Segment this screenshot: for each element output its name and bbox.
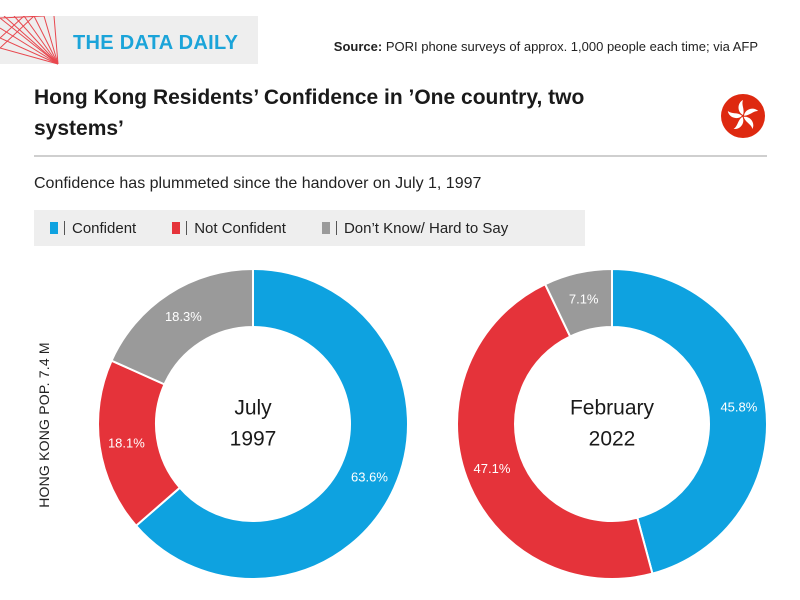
legend-swatch-not-confident (172, 222, 181, 234)
legend-label-dont-know: Don’t Know/ Hard to Say (343, 219, 509, 237)
legend-separator (335, 221, 337, 235)
page-title: Hong Kong Residents’ Confidence in ’One … (34, 86, 585, 140)
brand-name: THE DATA DAILY (73, 32, 239, 54)
donut-0-center-label: 1997 (230, 428, 277, 451)
source-text: PORI phone surveys of approx. 1,000 peop… (385, 39, 758, 54)
legend: Confident Not Confident Don’t Know/ Hard… (34, 210, 585, 246)
donut-1-center-label: 2022 (589, 428, 636, 451)
donut-0-label-not-confident: 18.1% (108, 435, 145, 450)
donut-1-label-not-confident: 47.1% (474, 461, 511, 476)
donut-1-label-dont-know: 7.1% (569, 292, 599, 307)
legend-item-confident: Confident (50, 220, 136, 237)
donut-0-center-label: July (234, 397, 272, 420)
source-note: Source: PORI phone surveys of approx. 1,… (334, 39, 758, 54)
donut-1-slice-not-confident (456, 282, 654, 580)
donut-1-center-label: February (570, 397, 655, 420)
legend-separator (64, 221, 65, 235)
legend-label-confident: Confident (72, 219, 137, 237)
legend-separator (186, 221, 188, 235)
legend-label-not-confident: Not Confident (194, 219, 286, 237)
legend-swatch-confident (50, 222, 58, 234)
donut-1-slice-confident (611, 267, 768, 575)
brand-logo-icon (0, 16, 59, 65)
source-label: Source: (333, 39, 383, 54)
subtitle: Confidence has plummeted since the hando… (34, 175, 482, 192)
title-divider (34, 155, 767, 157)
legend-swatch-dont-know (321, 222, 330, 234)
donut-0-slice-confident (134, 267, 409, 580)
legend-item-dont-know: Don’t Know/ Hard to Say (321, 219, 509, 237)
brand-header: THE DATA DAILY (0, 16, 258, 65)
donut-0-slice-dont-know (110, 267, 254, 386)
donut-1-label-confident: 45.8% (720, 400, 757, 415)
donut-0-label-confident: 63.6% (351, 470, 388, 485)
donut-1-slice-dont-know (543, 267, 613, 338)
hong-kong-flag-icon (721, 94, 765, 138)
legend-item-not-confident: Not Confident (172, 220, 286, 237)
donut-0-label-dont-know: 18.3% (165, 309, 202, 324)
